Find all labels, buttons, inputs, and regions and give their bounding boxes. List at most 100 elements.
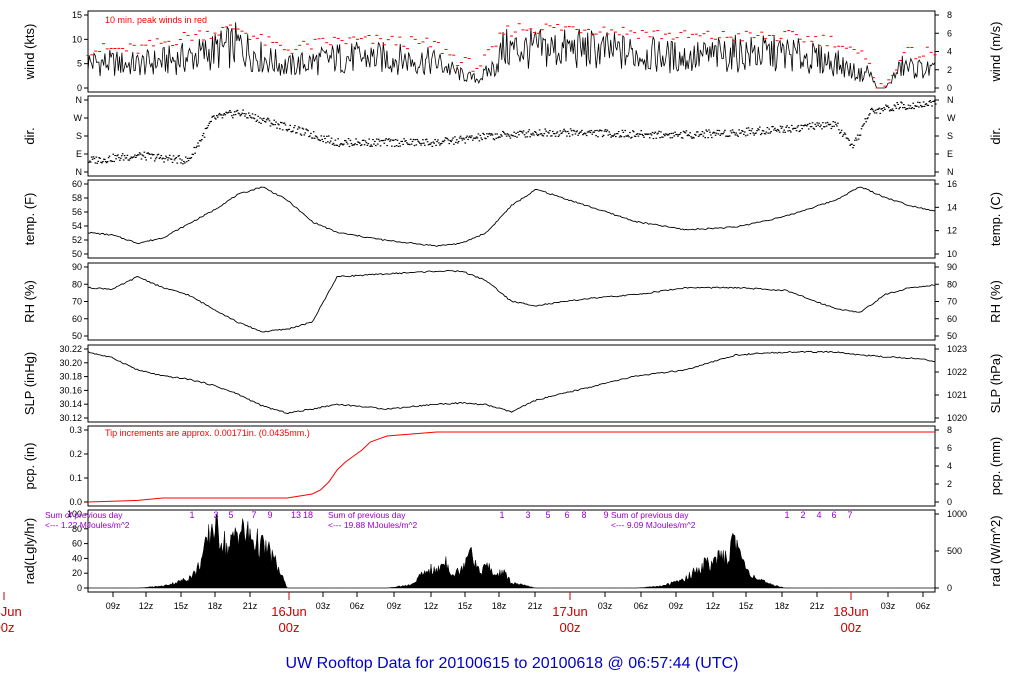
dir-point: [437, 139, 439, 141]
dir-point: [692, 136, 694, 138]
dir-point: [599, 129, 602, 132]
dir-point: [611, 135, 613, 137]
dir-point: [429, 143, 432, 145]
tick-label-left: N: [76, 167, 83, 177]
dir-point: [285, 129, 288, 131]
dir-point: [857, 138, 860, 140]
dir-point: [187, 159, 190, 162]
dir-point: [888, 110, 891, 112]
ylabel-right: dir.: [988, 127, 1003, 144]
dir-point: [615, 132, 618, 135]
dir-point: [632, 131, 635, 133]
rad-sum-line1: Sum of previous day: [328, 510, 406, 520]
dir-point: [664, 133, 667, 135]
dir-point: [114, 154, 116, 157]
dir-point: [439, 143, 442, 145]
date-time-label: 00z: [0, 620, 14, 635]
dir-point: [836, 125, 838, 127]
dir-point: [696, 131, 699, 133]
dir-point: [673, 135, 675, 137]
dir-point: [441, 140, 444, 142]
dir-point: [255, 120, 258, 123]
dir-point: [757, 128, 759, 130]
dir-point: [310, 132, 312, 135]
dir-point: [722, 133, 724, 135]
tick-label-right: S: [947, 131, 953, 141]
dir-point: [321, 138, 323, 141]
dir-point: [183, 162, 186, 164]
dir-point: [925, 103, 928, 105]
dir-point: [885, 104, 887, 106]
dir-point: [498, 136, 500, 138]
dir-point: [801, 128, 803, 130]
dir-point: [530, 133, 532, 135]
dir-point: [251, 113, 254, 115]
dir-point: [847, 138, 850, 140]
dir-point: [303, 134, 306, 136]
dir-point: [831, 125, 834, 128]
dir-point: [669, 137, 672, 139]
dir-point: [99, 157, 101, 160]
dir-point: [565, 131, 567, 133]
dir-point: [184, 156, 187, 158]
dir-point: [205, 127, 208, 130]
series-temp: [87, 186, 936, 247]
dir-point: [563, 128, 565, 130]
dir-point: [217, 114, 220, 116]
dir-point: [119, 157, 122, 159]
dir-point: [319, 139, 322, 142]
dir-point: [734, 134, 737, 136]
hour-label: 15z: [739, 601, 754, 611]
dir-point: [447, 139, 450, 141]
dir-point: [735, 132, 738, 134]
dir-point: [487, 133, 490, 135]
dir-point: [598, 130, 600, 132]
dir-point: [269, 125, 272, 127]
tick-label-left: 30.16: [59, 385, 82, 395]
dir-point: [335, 144, 338, 146]
tick-label-right: 50: [947, 331, 957, 341]
dir-point: [603, 130, 606, 132]
dir-point: [308, 135, 310, 138]
dir-point: [750, 130, 753, 132]
dir-point: [241, 112, 244, 114]
dir-point: [190, 157, 193, 159]
dir-point: [221, 117, 224, 119]
tick-label-right: 0: [947, 583, 952, 593]
dir-point: [880, 108, 883, 110]
dir-point: [198, 145, 200, 147]
dir-point: [660, 131, 662, 133]
dir-point: [378, 140, 381, 142]
dir-point: [573, 130, 576, 132]
dir-point: [330, 137, 333, 139]
dir-point: [572, 129, 575, 131]
dir-point: [862, 124, 865, 126]
dir-point: [88, 161, 90, 164]
dir-point: [463, 138, 466, 140]
dir-point: [630, 137, 632, 139]
dir-point: [292, 130, 294, 132]
date-time-label: 00z: [841, 620, 862, 635]
dir-point: [881, 108, 883, 110]
panel-rad: rad(Lgly/hr) rad (W/m^2)02040608010005001…: [22, 509, 1003, 593]
dir-point: [420, 144, 422, 146]
dir-point: [390, 139, 392, 141]
dir-point: [399, 145, 402, 147]
dir-point: [566, 135, 568, 137]
dir-point: [580, 131, 582, 133]
dir-point: [551, 135, 553, 137]
dir-point: [739, 132, 741, 134]
dir-point: [905, 108, 908, 110]
dir-point: [372, 138, 374, 141]
date-axis: 15Jun00z16Jun00z17Jun00z18Jun00z: [0, 592, 869, 635]
dir-point: [795, 130, 798, 132]
dir-point: [552, 132, 555, 135]
dir-point: [681, 137, 684, 139]
dir-point: [561, 132, 563, 134]
dir-point: [892, 109, 895, 112]
dir-point: [171, 161, 174, 164]
dir-point: [695, 131, 698, 133]
series-wind: [87, 22, 936, 89]
dir-point: [406, 142, 408, 144]
dir-point: [843, 132, 846, 134]
